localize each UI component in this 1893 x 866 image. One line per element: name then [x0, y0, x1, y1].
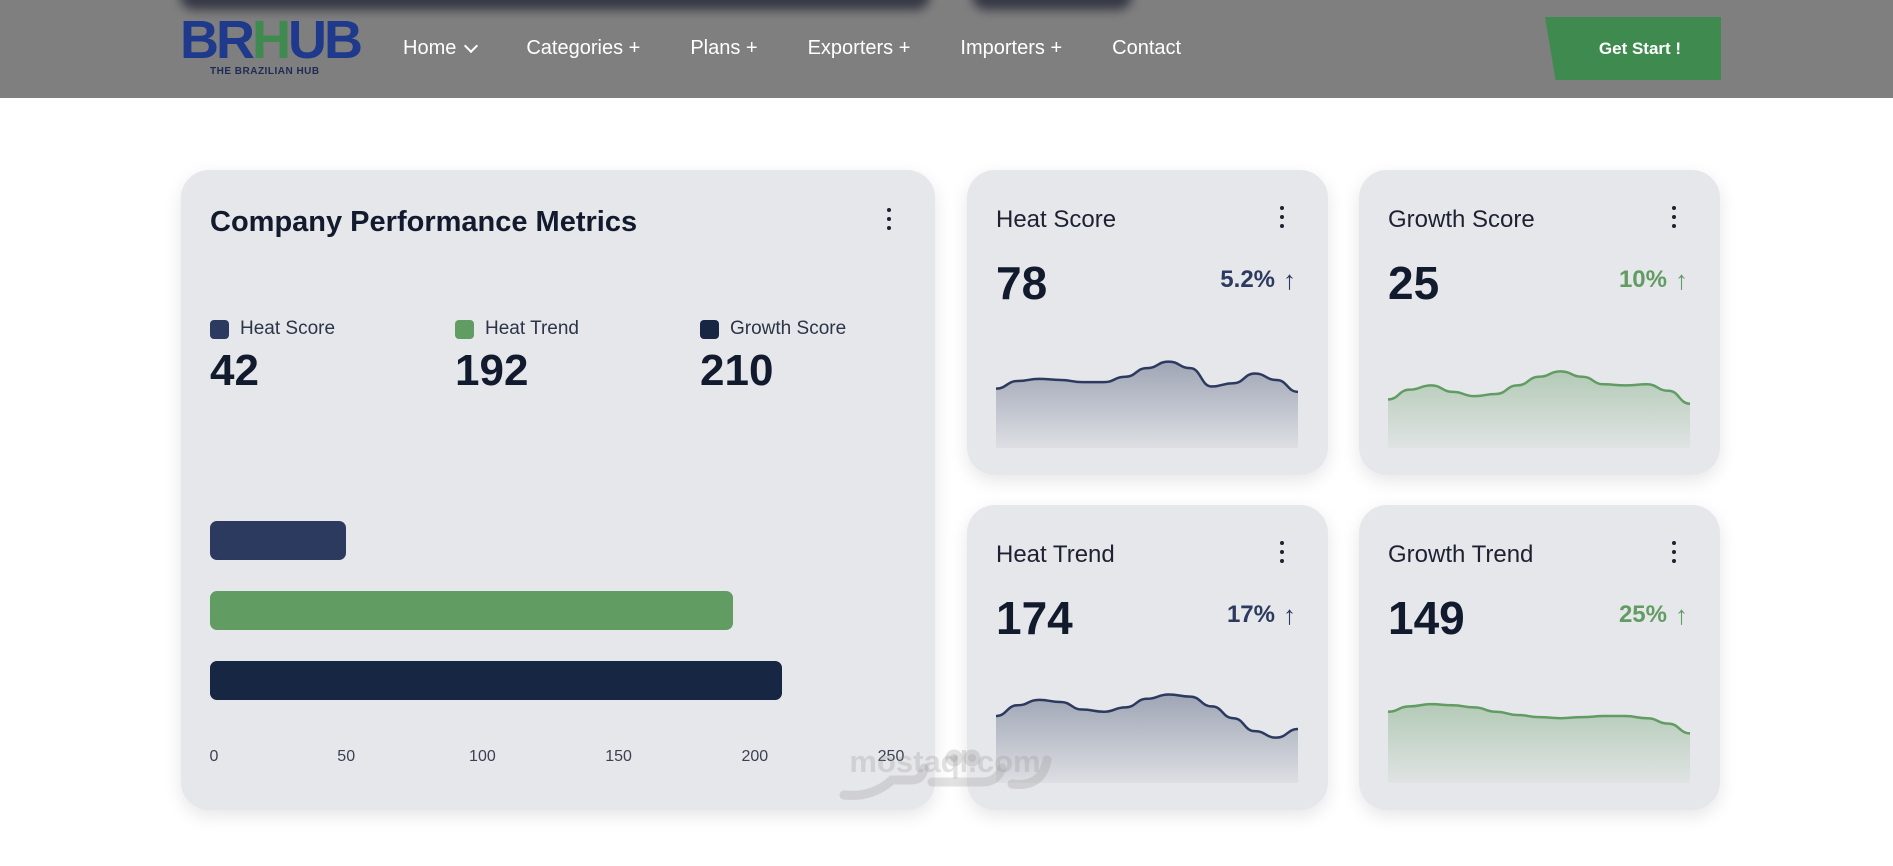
nav-item-contact[interactable]: Contact [1112, 37, 1181, 60]
metric-value: 174 [996, 592, 1073, 644]
performance-metrics-card: Company Performance Metrics Heat Score 4… [181, 170, 935, 810]
x-axis-tick-label: 250 [877, 748, 905, 765]
legend-label: Heat Score [240, 318, 336, 339]
change-value: 5.2% [1220, 266, 1275, 293]
header-shadow-decoration [972, 0, 1132, 10]
sparkline-line [996, 693, 1298, 739]
logo-wordmark: BRHUB [180, 10, 363, 70]
brand-logo[interactable]: BRHUB THE BRAZILIAN HUB [180, 10, 363, 80]
growth-trend-card: Growth Trend 149 25% ↑ [1359, 505, 1720, 810]
change-indicator: 5.2% ↑ [1220, 266, 1296, 294]
legend-value: 210 [700, 346, 774, 395]
bar-heat-trend[interactable] [210, 591, 733, 630]
legend-swatch [455, 319, 474, 339]
legend-label: Growth Score [730, 318, 847, 339]
watermark-text: mostaql.com [849, 744, 1041, 779]
legend-item-heat-score: Heat Score 42 [210, 318, 335, 396]
card-title: Growth Trend [1388, 541, 1534, 568]
card-title: Growth Score [1388, 206, 1535, 233]
chevron-down-icon [464, 38, 479, 53]
sparkline-chart [996, 693, 1298, 783]
arrow-up-icon: ↑ [1675, 600, 1688, 630]
nav-item-label: Contact [1112, 37, 1182, 59]
x-axis-tick-label: 50 [337, 748, 356, 765]
x-axis-tick-label: 100 [469, 748, 496, 765]
x-axis-tick-label: 200 [741, 748, 769, 765]
arrow-up-icon: ↑ [1283, 600, 1296, 630]
x-axis-tick-label: 150 [605, 748, 632, 765]
sparkline-area [996, 694, 1298, 783]
sparkline-line [1388, 370, 1690, 405]
metric-value: 149 [1388, 592, 1465, 644]
metric-value: 78 [996, 257, 1048, 309]
card-title: Heat Trend [996, 541, 1115, 568]
sparkline-area [1388, 704, 1690, 783]
get-start-button[interactable]: Get Start ! [1545, 17, 1721, 80]
nav-item-exporters[interactable]: Exporters + [808, 37, 911, 60]
sparkline-chart [996, 360, 1298, 448]
sparkline-line [996, 360, 1298, 394]
growth-score-card: Growth Score 25 10% ↑ [1359, 170, 1720, 475]
heat-score-card: Heat Score 78 5.2% ↑ [967, 170, 1328, 475]
kebab-menu-icon[interactable] [886, 208, 892, 232]
change-value: 25% [1618, 601, 1667, 628]
change-indicator: 17% ↑ [1227, 601, 1296, 629]
main-nav: Home Categories + Plans + Exporters + Im… [403, 37, 1231, 60]
legend-item-heat-trend: Heat Trend 192 [455, 318, 579, 396]
nav-item-label: Plans + [690, 37, 758, 59]
kebab-menu-icon[interactable] [1671, 541, 1677, 565]
sparkline-area [1388, 371, 1690, 448]
site-header: BRHUB THE BRAZILIAN HUB Home Categories … [0, 0, 1893, 98]
header-shadow-decoration [180, 0, 930, 10]
legend-item-growth-score: Growth Score 210 [700, 318, 846, 396]
kebab-menu-icon[interactable] [1279, 206, 1285, 230]
sparkline-line [1388, 702, 1690, 735]
legend-value: 192 [455, 346, 529, 395]
change-value: 17% [1226, 601, 1275, 628]
nav-item-label: Home [403, 37, 457, 59]
change-value: 10% [1618, 266, 1667, 293]
logo-tagline: THE BRAZILIAN HUB [210, 66, 320, 77]
heat-trend-card: Heat Trend 174 17% ↑ [967, 505, 1328, 810]
arrow-up-icon: ↑ [1283, 265, 1296, 295]
legend-swatch [210, 319, 229, 339]
sparkline-chart [1388, 370, 1690, 448]
nav-item-importers[interactable]: Importers + [960, 37, 1062, 60]
metric-value: 25 [1388, 257, 1440, 309]
nav-item-label: Categories + [526, 37, 641, 59]
x-axis-tick-label: 0 [209, 748, 219, 765]
bar-growth-score[interactable] [210, 661, 783, 700]
nav-item-categories[interactable]: Categories + [526, 37, 640, 60]
legend-value: 42 [210, 346, 259, 395]
nav-item-plans[interactable]: Plans + [690, 37, 757, 60]
change-indicator: 10% ↑ [1619, 266, 1688, 294]
nav-item-label: Importers + [960, 37, 1063, 59]
legend-label: Heat Trend [485, 318, 579, 339]
legend-swatch [700, 319, 719, 339]
change-indicator: 25% ↑ [1619, 601, 1688, 629]
nav-item-label: Exporters + [807, 37, 911, 59]
card-title: Heat Score [996, 206, 1117, 233]
kebab-menu-icon[interactable] [1671, 206, 1677, 230]
nav-item-home[interactable]: Home [403, 37, 479, 60]
card-title: Company Performance Metrics [210, 206, 638, 238]
watermark-logo [839, 749, 1052, 800]
kebab-menu-icon[interactable] [1279, 541, 1285, 565]
sparkline-chart [1388, 702, 1690, 783]
arrow-up-icon: ↑ [1675, 265, 1688, 295]
bar-heat-score[interactable] [210, 521, 347, 560]
sparkline-area [996, 361, 1298, 448]
